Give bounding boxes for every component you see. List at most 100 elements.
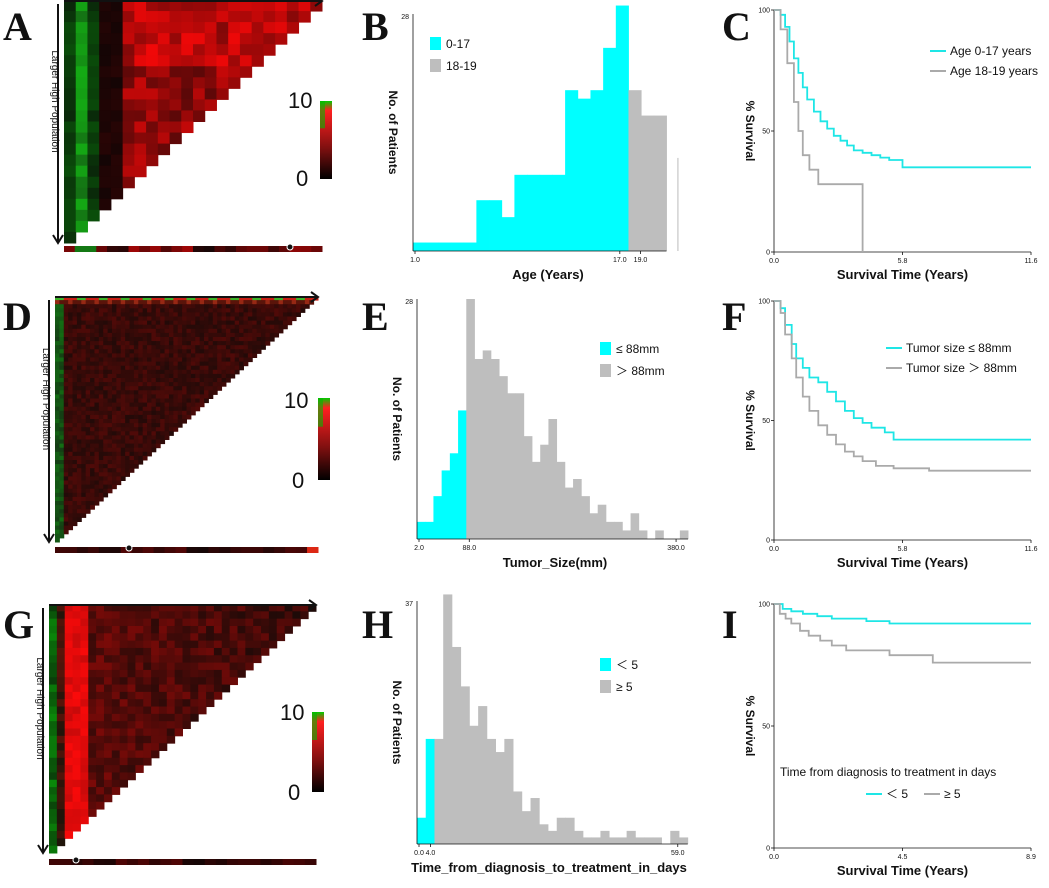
panel-letter-h: H	[362, 602, 393, 647]
heatmap-cell	[116, 402, 122, 408]
heatmap-cell	[173, 414, 179, 420]
heatmap-cell	[120, 353, 126, 358]
heatmap-cell	[85, 324, 91, 330]
heatmap-cell	[239, 316, 244, 322]
heatmap-cell	[68, 328, 74, 334]
heatmap-cell	[199, 316, 205, 322]
heatmap-cell	[107, 312, 113, 317]
heatmap-cell	[72, 655, 81, 664]
heatmap-cell	[243, 337, 249, 342]
heatmap-cell	[269, 308, 275, 313]
heatmap-cell	[146, 77, 159, 89]
heatmap-cell	[107, 472, 113, 477]
histogram-bar	[441, 470, 451, 539]
heatmap-cell	[142, 431, 148, 436]
heatmap-cell	[103, 394, 109, 399]
heatmap-cell	[157, 0, 171, 12]
heatmap-cell	[81, 431, 87, 436]
heatmap-cell	[160, 398, 166, 404]
strip-cell	[208, 547, 220, 553]
heatmap-cell	[138, 386, 144, 391]
heatmap-cell	[186, 390, 192, 395]
heatmap-cell	[251, 55, 264, 67]
heatmap-cell	[135, 625, 144, 634]
heatmap-cell	[190, 353, 196, 358]
heatmap-cell	[173, 410, 179, 416]
heatmap-cell	[243, 312, 249, 317]
heatmap-cell	[228, 77, 241, 89]
strip-cell	[138, 859, 150, 865]
heatmap-cell	[158, 633, 168, 642]
heatmap-cell	[160, 308, 166, 313]
heatmap-cell	[76, 357, 82, 363]
heatmap-cell	[125, 419, 131, 424]
heatmap-cell	[103, 677, 113, 686]
histogram-bar	[489, 200, 503, 251]
heatmap-cell	[125, 324, 131, 330]
heatmap-cell	[111, 369, 117, 375]
heatmap-cell	[72, 513, 78, 518]
heatmap-cell	[94, 337, 100, 342]
heatmap-cell	[256, 312, 262, 317]
heatmap-cell	[282, 312, 288, 317]
heatmap-cell	[182, 669, 191, 678]
heatmap-cell	[68, 525, 74, 531]
strip-cell	[182, 246, 194, 252]
heatmap-cell	[193, 44, 206, 56]
heatmap-cell	[151, 677, 160, 686]
heatmap-cell	[72, 521, 78, 527]
heatmap-cell	[190, 699, 199, 708]
heatmap-cell	[173, 357, 179, 363]
heatmap-cell	[119, 750, 129, 759]
heatmap-cell	[116, 431, 122, 436]
heatmap-cell	[63, 353, 69, 358]
histogram-bar	[504, 738, 514, 844]
heatmap-ylabel: Larger High Population	[49, 50, 60, 152]
heatmap-cell	[204, 300, 209, 305]
heatmap-cell	[68, 414, 74, 420]
heatmap-cell	[253, 604, 262, 612]
histogram-bar	[628, 90, 642, 252]
strip-cell	[82, 859, 95, 865]
heatmap-cell	[81, 337, 87, 342]
heatmap-cell	[177, 414, 183, 420]
heatmap-cell	[103, 633, 113, 642]
heatmap-cell	[186, 308, 192, 313]
heatmap-cell	[116, 357, 122, 363]
heatmap-cell	[142, 382, 148, 387]
histogram-bar	[474, 359, 484, 539]
heatmap-cell	[268, 625, 278, 634]
heatmap-cell	[182, 337, 187, 342]
heatmap-cell	[122, 77, 135, 89]
heatmap-cell	[68, 357, 74, 363]
heatmap-cell	[68, 332, 74, 338]
heatmap-cell	[75, 187, 88, 200]
heatmap-cell	[147, 337, 152, 342]
heatmap-cell	[90, 332, 95, 338]
heatmap-cell	[143, 743, 152, 751]
heatmap-cell	[59, 492, 65, 498]
heatmap-cell	[72, 455, 78, 461]
heatmap-cell	[94, 394, 100, 399]
heatmap-cell	[151, 427, 157, 432]
heatmap-cell	[120, 320, 126, 326]
heatmap-cell	[146, 88, 159, 100]
heatmap-cell	[81, 439, 87, 445]
heatmap-cell	[168, 316, 174, 322]
heatmap-cell	[199, 296, 205, 301]
heatmap-cell	[55, 390, 60, 395]
heatmap-cell	[90, 369, 95, 375]
heatmap-cell	[195, 332, 201, 338]
heatmap-cell	[229, 677, 238, 686]
heatmap-cell	[96, 787, 105, 795]
heatmap-cell	[239, 337, 244, 342]
heatmap-cell	[243, 349, 249, 354]
heatmap-cell	[103, 779, 113, 788]
heatmap-cell	[198, 669, 207, 678]
heatmap-cell	[64, 55, 77, 67]
heatmap-cell	[64, 772, 74, 781]
heatmap-cell	[243, 328, 249, 334]
heatmap-cell	[64, 684, 74, 693]
heatmap-cell	[206, 640, 215, 649]
heatmap-cell	[234, 369, 240, 375]
